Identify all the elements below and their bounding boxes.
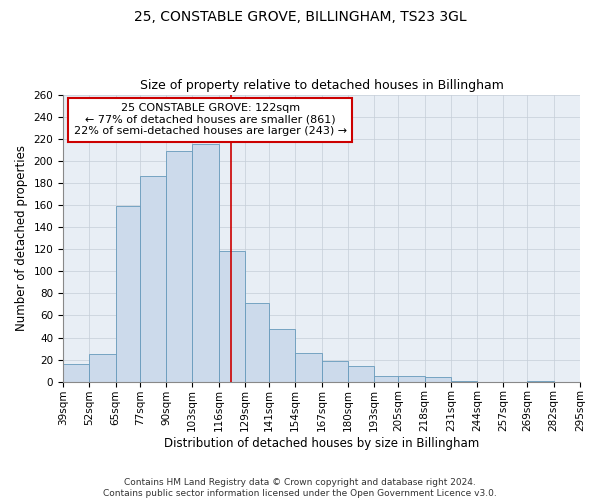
- Text: 25 CONSTABLE GROVE: 122sqm
← 77% of detached houses are smaller (861)
22% of sem: 25 CONSTABLE GROVE: 122sqm ← 77% of deta…: [74, 103, 347, 136]
- Bar: [425, 378, 451, 382]
- X-axis label: Distribution of detached houses by size in Billingham: Distribution of detached houses by size …: [164, 437, 479, 450]
- Bar: [322, 360, 348, 382]
- Bar: [63, 364, 89, 382]
- Bar: [451, 380, 477, 382]
- Bar: [166, 151, 192, 382]
- Bar: [89, 354, 116, 382]
- Y-axis label: Number of detached properties: Number of detached properties: [15, 145, 28, 331]
- Bar: [218, 252, 245, 382]
- Bar: [374, 376, 398, 382]
- Bar: [348, 366, 374, 382]
- Bar: [269, 328, 295, 382]
- Bar: [116, 206, 140, 382]
- Text: 25, CONSTABLE GROVE, BILLINGHAM, TS23 3GL: 25, CONSTABLE GROVE, BILLINGHAM, TS23 3G…: [134, 10, 466, 24]
- Bar: [295, 353, 322, 382]
- Bar: [245, 304, 269, 382]
- Bar: [527, 380, 554, 382]
- Text: Contains HM Land Registry data © Crown copyright and database right 2024.
Contai: Contains HM Land Registry data © Crown c…: [103, 478, 497, 498]
- Bar: [192, 144, 218, 382]
- Title: Size of property relative to detached houses in Billingham: Size of property relative to detached ho…: [140, 79, 503, 92]
- Bar: [140, 176, 166, 382]
- Bar: [398, 376, 425, 382]
